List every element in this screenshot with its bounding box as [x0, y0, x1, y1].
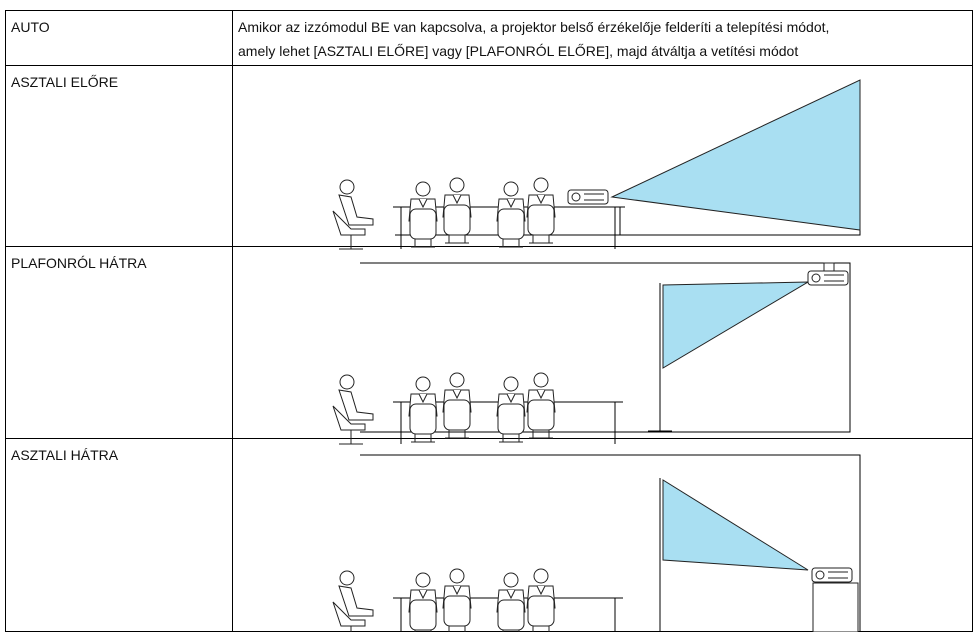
row-label: ASZTALI HÁTRA — [11, 447, 119, 463]
diagram-desk-rear — [333, 454, 861, 632]
row-label: PLAFONRÓL HÁTRA — [11, 255, 147, 271]
description-line: Amikor az izzómodul BE van kapcsolva, a … — [238, 19, 829, 35]
row-label: AUTO — [11, 19, 50, 35]
diagram-desk-front — [333, 79, 861, 249]
diagram-ceiling-rear — [333, 262, 851, 444]
row-label: ASZTALI ELŐRE — [11, 74, 118, 90]
description-line: amely lehet [ASZTALI ELŐRE] vagy [PLAFON… — [238, 43, 798, 59]
